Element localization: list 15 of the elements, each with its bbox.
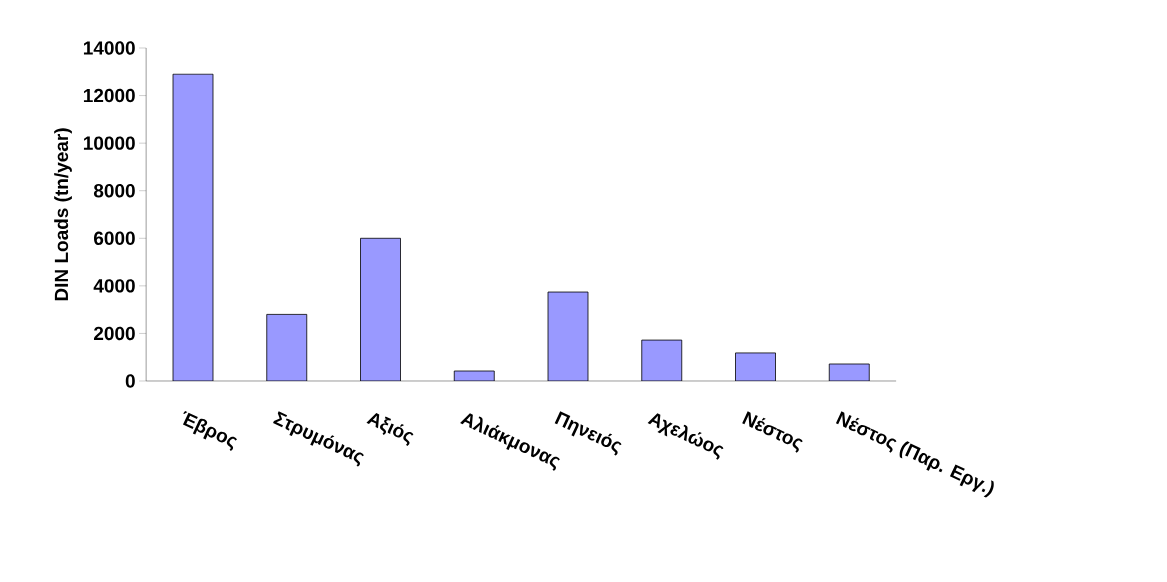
bar <box>360 237 401 381</box>
y-tick-label: 2000 <box>93 326 135 341</box>
bar <box>266 314 308 381</box>
y-tick-label: 12000 <box>83 88 135 103</box>
bar <box>735 352 776 381</box>
y-tick-label: 14000 <box>83 41 135 55</box>
y-tick-label: 6000 <box>94 231 135 246</box>
y-tick-label: 4000 <box>93 279 135 293</box>
y-tick-label: 10000 <box>83 136 135 150</box>
bar <box>547 291 589 381</box>
bar <box>641 339 683 381</box>
y-tick-label: 8000 <box>93 183 135 198</box>
y-axis-title: DIN Loads (tn/year) <box>54 128 72 301</box>
bar <box>172 73 214 381</box>
y-tick-label: 0 <box>125 374 135 388</box>
